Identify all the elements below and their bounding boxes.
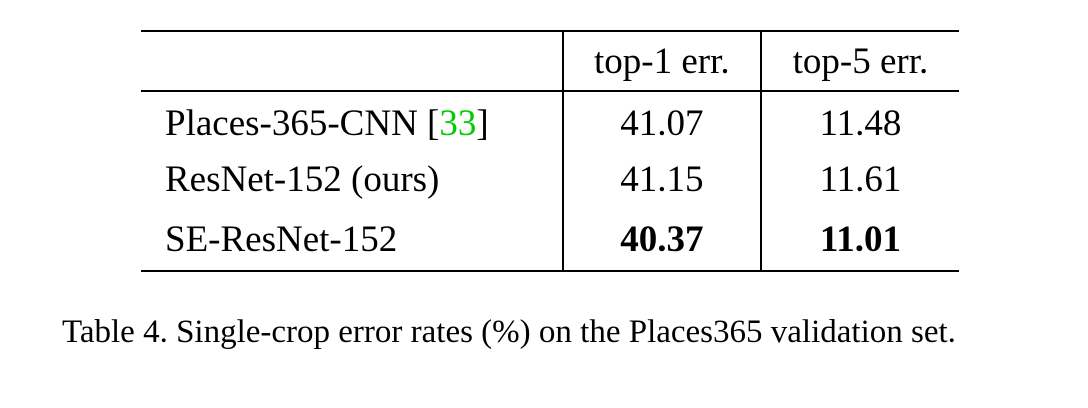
method-cell: Places-365-CNN [33] <box>141 91 563 150</box>
results-table-container: top-1 err. top-5 err. Places-365-CNN [33… <box>141 30 959 272</box>
method-cell: SE-ResNet-152 <box>141 209 563 272</box>
table-row: SE-ResNet-152 40.37 11.01 <box>141 209 959 272</box>
top1-error-value: 41.15 <box>561 150 761 209</box>
method-name: ResNet-152 (ours) <box>165 159 440 200</box>
top5-error-value: 11.48 <box>759 91 959 150</box>
top1-error-value: 41.07 <box>561 91 761 150</box>
header-top1-error: top-1 err. <box>561 30 761 92</box>
table-header-row: top-1 err. top-5 err. <box>141 30 959 92</box>
citation-link[interactable]: 33 <box>439 102 477 144</box>
top5-error-value: 11.61 <box>759 150 959 209</box>
table-row: Places-365-CNN [33] 41.07 11.48 <box>141 91 959 150</box>
header-method <box>141 30 563 92</box>
top1-error-value-best: 40.37 <box>561 209 761 272</box>
table-row: ResNet-152 (ours) 41.15 11.61 <box>141 150 959 209</box>
top5-error-value-best: 11.01 <box>759 209 959 272</box>
results-table: top-1 err. top-5 err. Places-365-CNN [33… <box>141 30 959 272</box>
table-caption: Table 4. Single-crop error rates (%) on … <box>62 314 956 350</box>
method-name-suffix: ] <box>476 102 489 144</box>
header-top5-error: top-5 err. <box>759 30 959 92</box>
method-name: SE-ResNet-152 <box>165 219 398 260</box>
method-cell: ResNet-152 (ours) <box>141 150 563 209</box>
method-name: Places-365-CNN [ <box>165 102 440 144</box>
